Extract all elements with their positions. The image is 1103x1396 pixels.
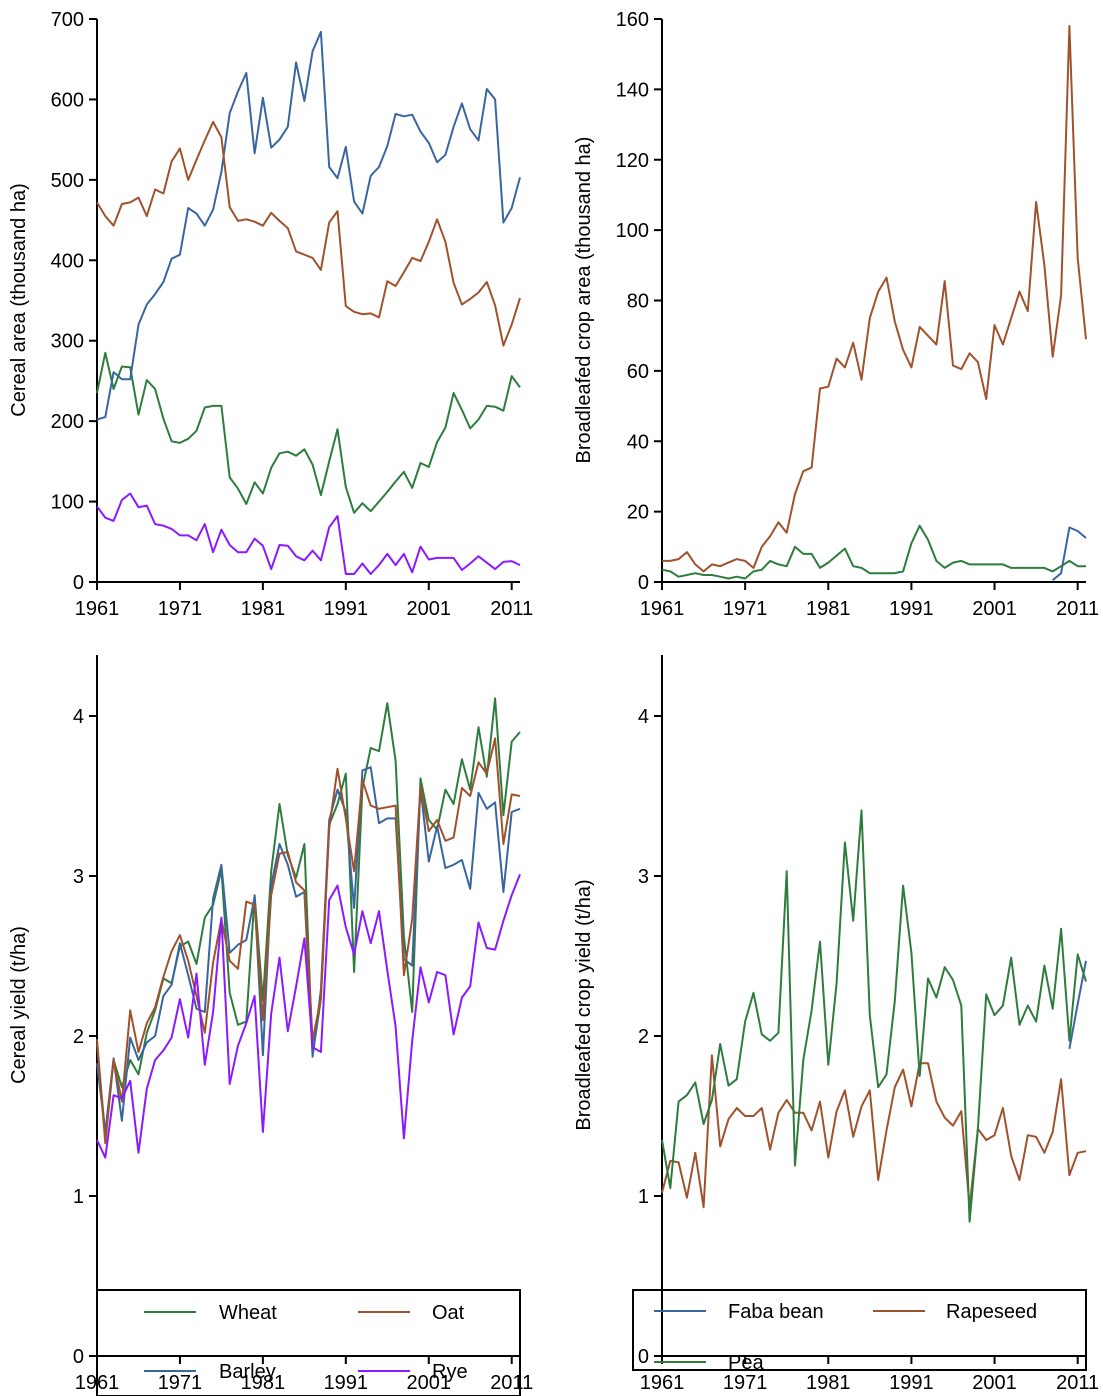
x-tick-label: 2001 [972, 1372, 1017, 1394]
y-axis-label: Cereal area (thousand ha) [8, 183, 30, 416]
x-tick-label: 2001 [972, 598, 1017, 620]
x-tick-label: 2011 [1056, 1372, 1099, 1394]
x-tick-label: 1971 [158, 598, 203, 620]
x-tick-label: 2011 [1056, 598, 1099, 620]
x-tick-label: 1981 [806, 598, 851, 620]
legend-box [632, 1289, 1087, 1371]
y-tick-label: 0 [73, 1346, 84, 1368]
broadleafed-yield-chart: 0 1 2 3 4 1961 1971 1981 1991 2001 2011 Broadleafed… [573, 655, 1099, 1394]
x-tick-label: 1961 [640, 1372, 685, 1394]
series-line-wheat [96, 697, 521, 1137]
x-tick-label: 1991 [324, 1372, 369, 1394]
cereal-area-chart: 0 100 200 300 400 500 600 700 1961 1971 1981 1991 20… [8, 9, 533, 620]
y-tick-label: 3 [638, 866, 649, 888]
legend-label-wheat: Wheat [219, 1302, 277, 1324]
y-tick-label: 2 [638, 1026, 649, 1048]
y-tick-label: 700 [51, 9, 84, 31]
y-tick-label: 20 [627, 502, 649, 524]
x-tick-label: 1981 [806, 1372, 851, 1394]
broadleafed-legend: Faba bean Rapeseed Pea [632, 1289, 1087, 1374]
y-tick-label: 40 [627, 431, 649, 453]
x-tick-label: 2011 [490, 598, 533, 620]
y-tick-label: 120 [616, 150, 649, 172]
legend-label-faba-bean: Faba bean [728, 1301, 824, 1323]
y-axis-label: Cereal yield (t/ha) [8, 926, 30, 1084]
y-tick-label: 400 [51, 250, 84, 272]
x-tick-label: 1991 [889, 1372, 934, 1394]
y-tick-label: 100 [51, 492, 84, 514]
series-line-pea [661, 524, 1086, 580]
y-tick-label: 60 [627, 361, 649, 383]
legend-label-barley: Barley [219, 1361, 276, 1383]
y-tick-label: 4 [73, 706, 84, 728]
series-line-rapeseed [662, 25, 1087, 573]
x-tick-label: 1971 [723, 598, 768, 620]
legend-box [96, 1289, 521, 1396]
x-tick-label: 1991 [889, 598, 934, 620]
y-tick-label: 2 [73, 1026, 84, 1048]
x-tick-label: 1961 [75, 598, 120, 620]
y-tick-label: 1 [638, 1186, 649, 1208]
series-line-rye [96, 492, 521, 575]
y-tick-label: 140 [616, 79, 649, 101]
x-tick-label: 1981 [241, 1372, 286, 1394]
x-tick-label: 1971 [158, 1372, 203, 1394]
x-tick-label: 2001 [407, 598, 452, 620]
y-tick-label: 0 [638, 572, 649, 594]
series-line-pea [661, 809, 1087, 1223]
series-line-barley [96, 30, 521, 421]
y-tick-label: 1 [73, 1186, 84, 1208]
series-line-wheat [96, 351, 521, 514]
legend-label-pea: Pea [728, 1352, 764, 1374]
cereal-legend: Wheat Oat Barley Rye [96, 1289, 521, 1396]
x-tick-label: 2011 [490, 1372, 533, 1394]
y-tick-label: 4 [638, 706, 649, 728]
y-tick-label: 3 [73, 866, 84, 888]
series-line-oat [96, 737, 521, 1145]
x-tick-label: 1961 [640, 598, 685, 620]
legend-label-oat: Oat [432, 1302, 465, 1324]
y-tick-label: 600 [51, 89, 84, 111]
y-axis-label: Broadleafed crop yield (t/ha) [573, 879, 595, 1130]
y-tick-label: 200 [51, 411, 84, 433]
x-tick-label: 1981 [241, 598, 286, 620]
y-tick-label: 300 [51, 331, 84, 353]
broadleafed-area-chart: 0 20 40 60 80 100 120 140 160 1961 1971 1981 1991 200… [573, 9, 1099, 620]
series-line-faba-bean [1052, 526, 1087, 581]
x-tick-label: 1971 [723, 1372, 768, 1394]
legend-label-rapeseed: Rapeseed [946, 1301, 1037, 1323]
x-tick-label: 1991 [324, 598, 369, 620]
y-tick-label: 160 [616, 9, 649, 31]
series-line-rapeseed [661, 1054, 1087, 1209]
y-tick-label: 500 [51, 170, 84, 192]
x-tick-label: 2001 [407, 1372, 452, 1394]
y-tick-label: 0 [638, 1346, 649, 1368]
y-tick-label: 80 [627, 291, 649, 313]
legend-label-rye: Rye [432, 1361, 468, 1383]
y-tick-label: 0 [73, 572, 84, 594]
series-line-rye [96, 874, 521, 1159]
series-line-oat [96, 120, 521, 347]
y-axis-label: Broadleafed crop area (thousand ha) [573, 137, 595, 464]
y-tick-label: 100 [616, 220, 649, 242]
